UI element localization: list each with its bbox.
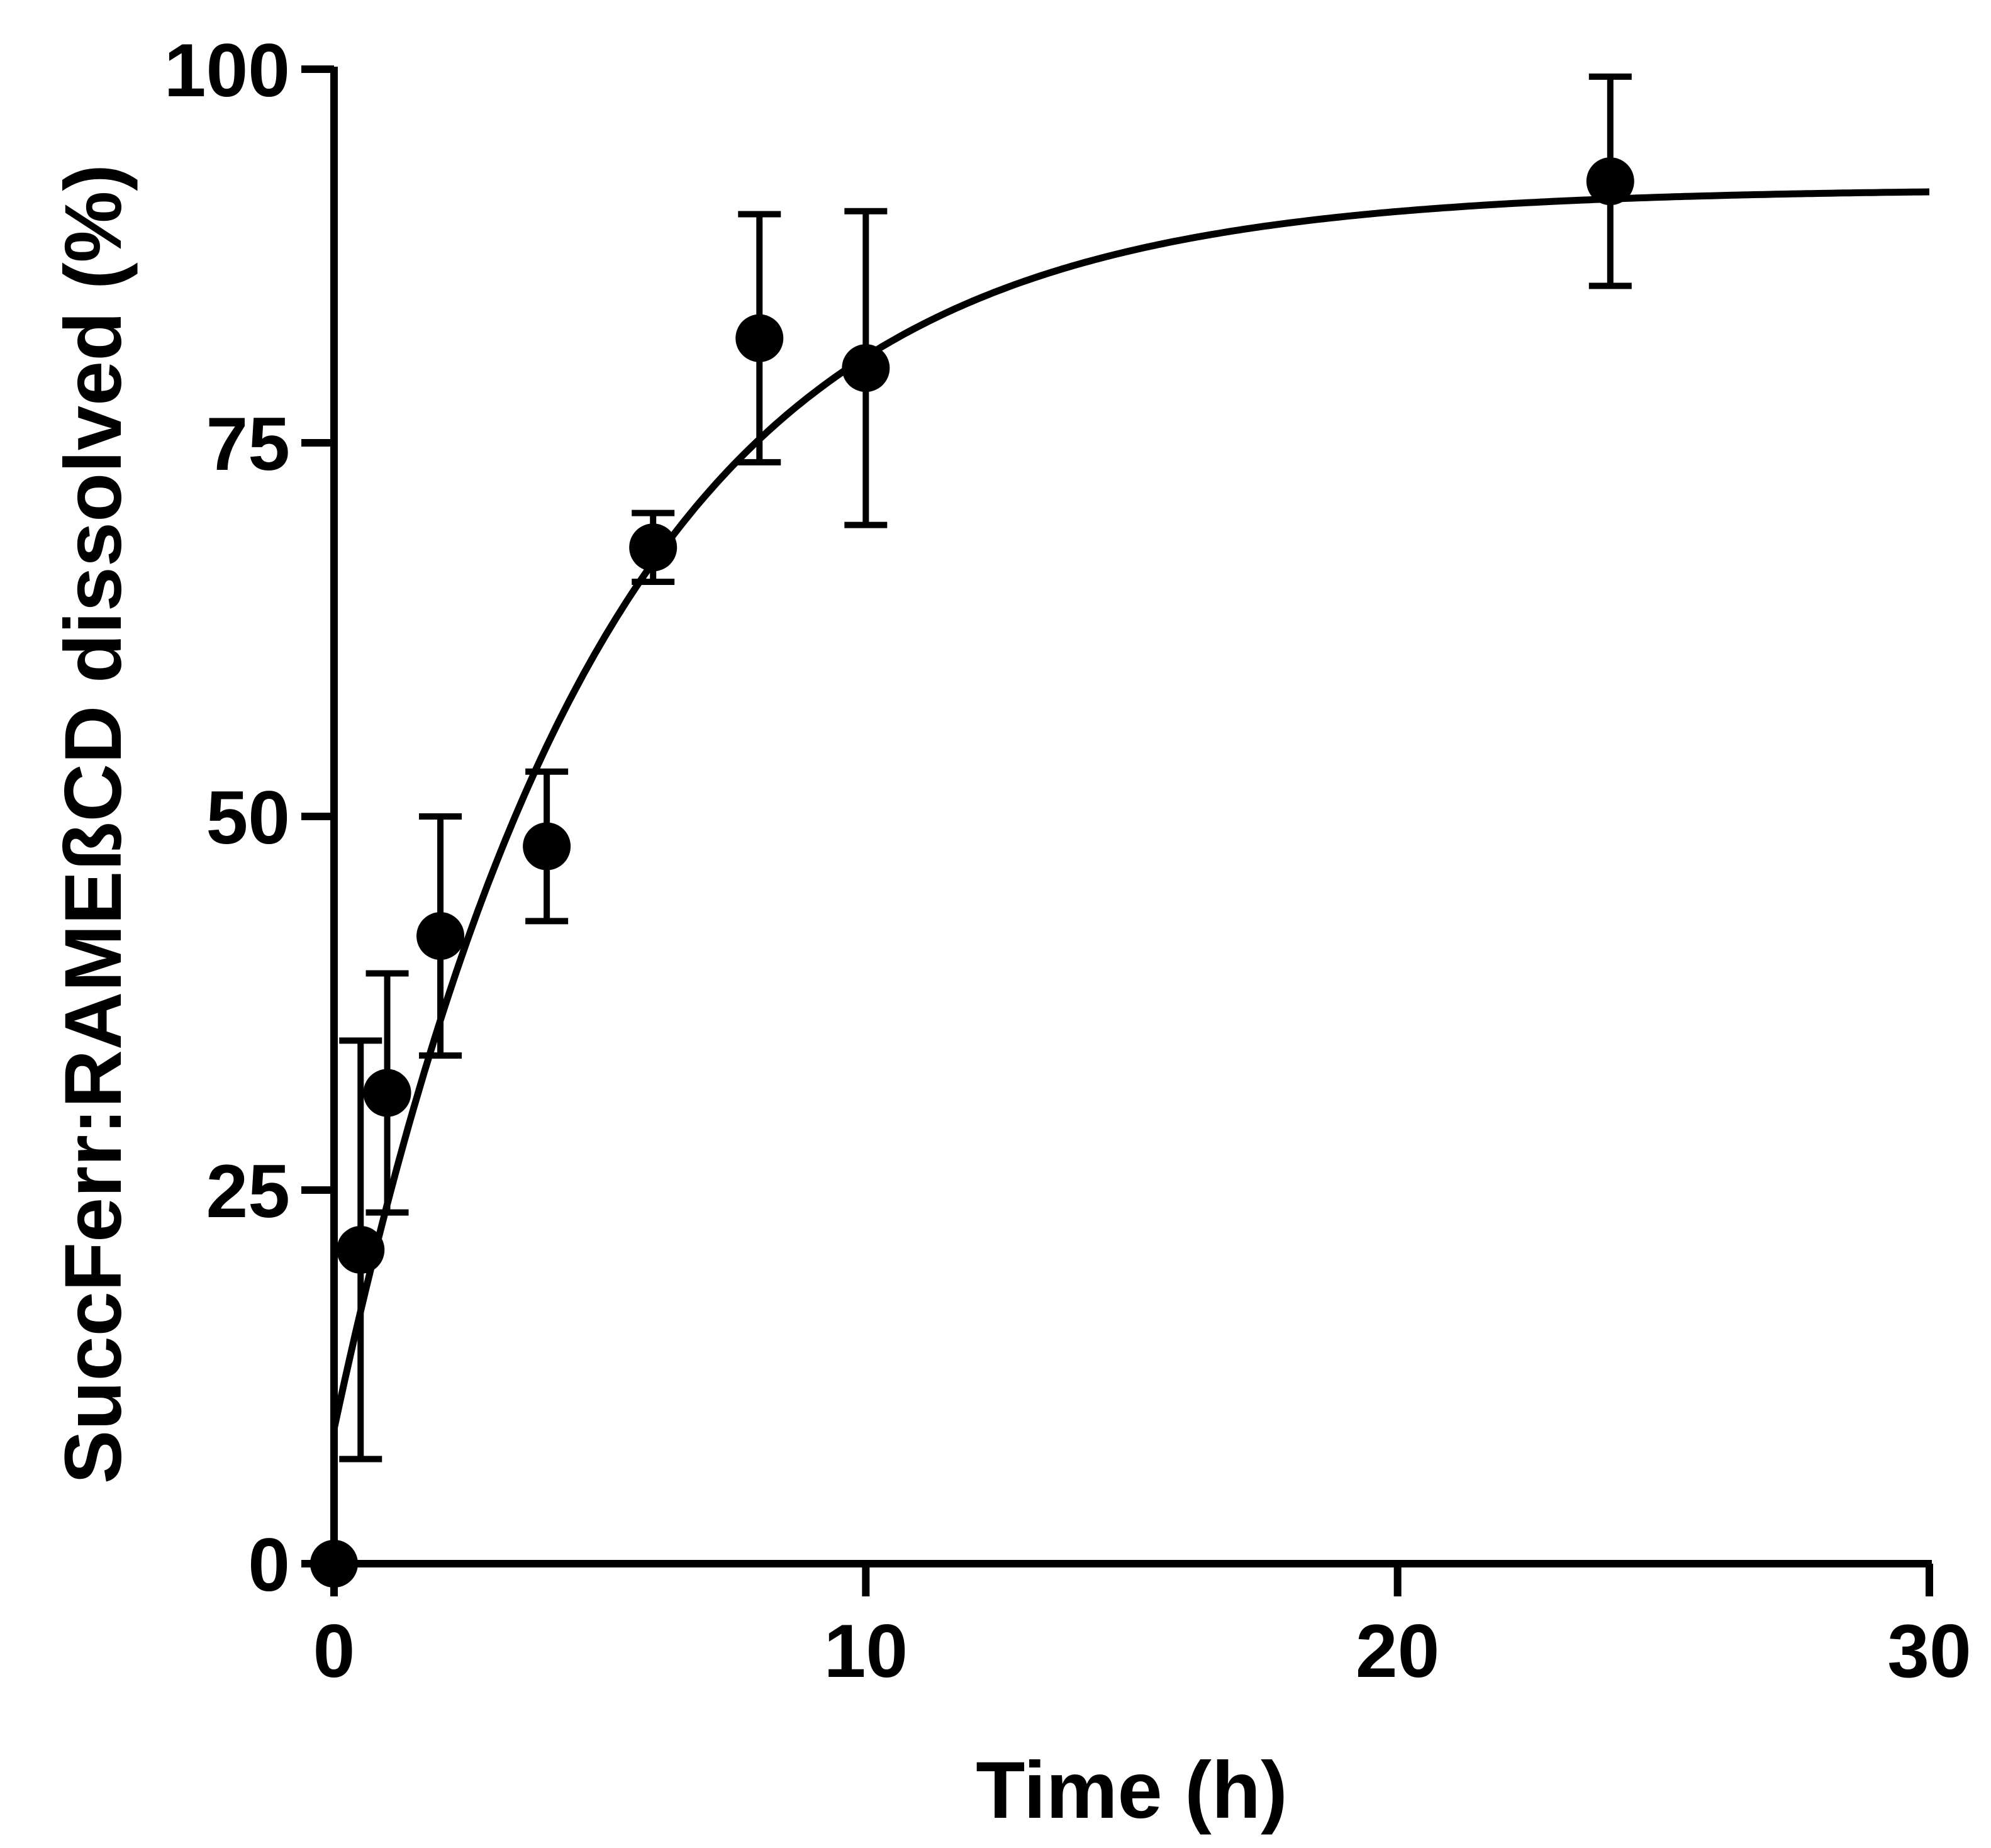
fit-curve	[330, 188, 1930, 1430]
axes: 0 25 50 75 100 0 10 20 30	[164, 28, 1971, 1693]
y-tick-label-100: 100	[164, 28, 290, 113]
y-tick-label-0: 0	[248, 1523, 290, 1607]
fit-curve-layer	[330, 188, 1930, 1430]
y-tick-label-50: 50	[206, 776, 290, 860]
data-point-5	[629, 523, 678, 572]
data-point-3	[416, 912, 465, 960]
x-tick-label-20: 20	[1356, 1609, 1439, 1693]
x-tick-label-10: 10	[824, 1609, 908, 1693]
x-axis-title: Time (h)	[976, 1745, 1287, 1835]
y-tick-label-25: 25	[206, 1149, 290, 1233]
data-point-2	[363, 1069, 411, 1117]
y-tick-label-75: 75	[206, 402, 290, 486]
data-points-layer	[310, 157, 1634, 1588]
data-point-1	[337, 1226, 385, 1274]
data-point-0	[310, 1540, 358, 1588]
data-point-8	[1586, 157, 1634, 206]
x-tick-label-30: 30	[1887, 1609, 1971, 1693]
data-point-4	[523, 822, 571, 871]
y-axis-title: SuccFerr:RAMEßCD dissolved (%)	[48, 164, 138, 1484]
data-point-6	[735, 314, 784, 362]
data-point-7	[842, 344, 890, 392]
x-tick-label-0: 0	[313, 1609, 355, 1693]
